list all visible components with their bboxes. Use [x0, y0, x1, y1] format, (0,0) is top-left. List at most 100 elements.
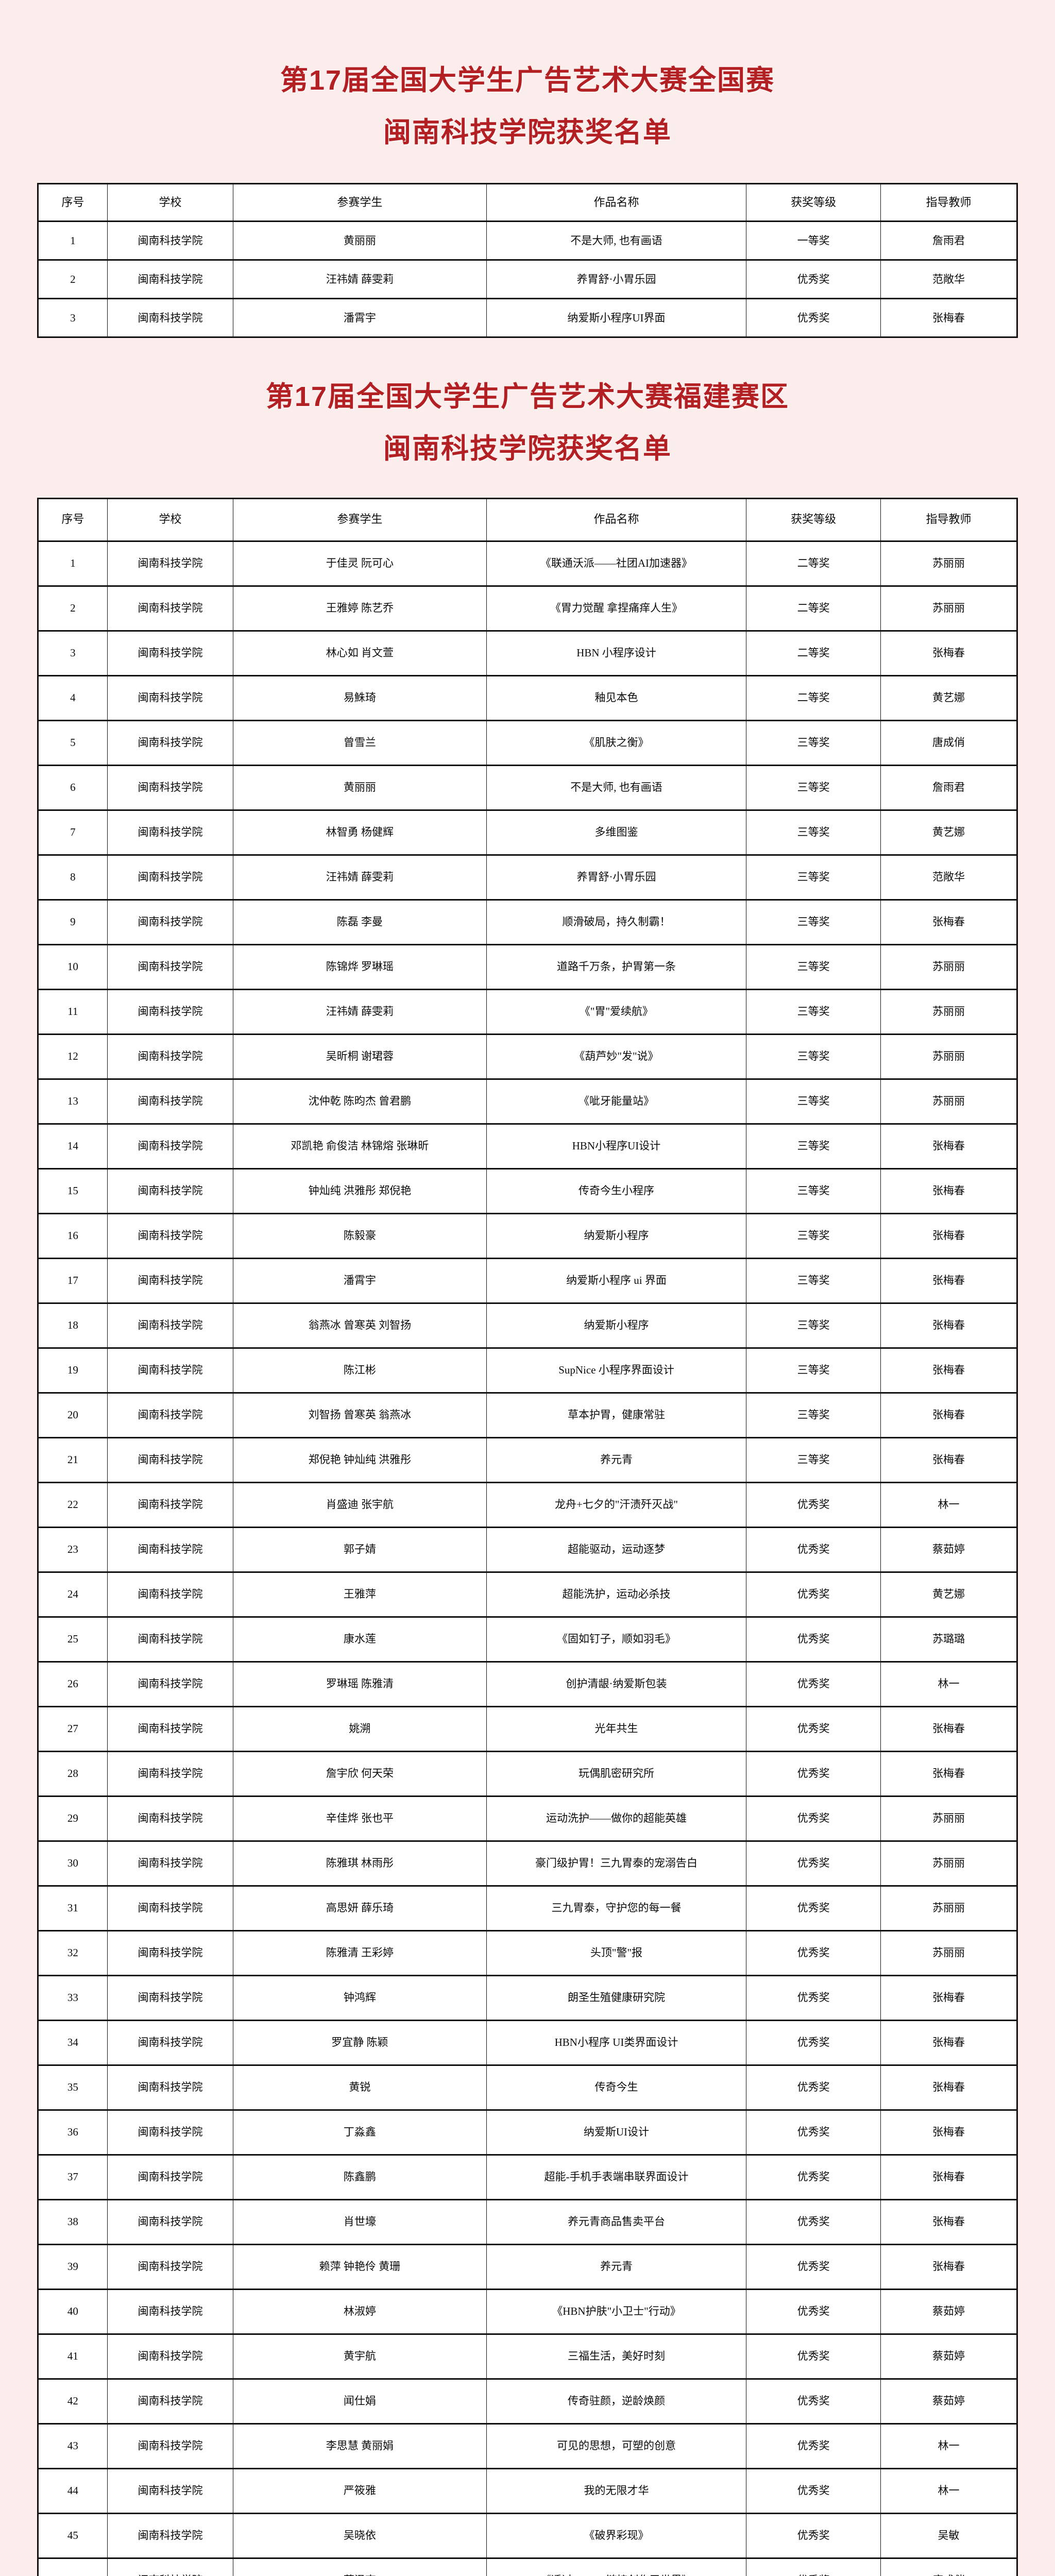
fujian-cell-award: 三等奖 — [746, 1168, 881, 1214]
fujian-cell-seq: 45 — [38, 2513, 108, 2559]
fujian-cell-seq: 37 — [38, 2154, 108, 2200]
fujian-cell-school: 闽南科技学院 — [107, 2154, 234, 2200]
fujian-cell-seq: 25 — [38, 1616, 108, 1663]
fujian-cell-students: 钟灿纯 洪雅彤 郑倪艳 — [233, 1168, 487, 1214]
fujian-cell-teacher: 苏丽丽 — [880, 944, 1018, 990]
fujian-title-line-2: 闽南科技学院获奖名单 — [383, 433, 672, 465]
fujian-cell-school: 闽南科技学院 — [107, 1482, 234, 1528]
table-row: 15 闽南科技学院 钟灿纯 洪雅彤 郑倪艳 传奇今生小程序 三等奖 张梅春 — [38, 1168, 1018, 1214]
table-row: 16 闽南科技学院 陈毅豪 纳爱斯小程序 三等奖 张梅春 — [38, 1213, 1018, 1259]
table-row: 34 闽南科技学院 罗宜静 陈颖 HBN小程序 UI类界面设计 优秀奖 张梅春 — [38, 2020, 1018, 2066]
fujian-cell-work: 养元青 — [486, 2244, 747, 2290]
fujian-cell-school: 闽南科技学院 — [107, 2378, 234, 2425]
fujian-cell-school: 闽南科技学院 — [107, 1840, 234, 1887]
fujian-cell-teacher: 林一 — [880, 1661, 1018, 1707]
fujian-cell-work: HBN小程序 UI类界面设计 — [486, 2020, 747, 2066]
fujian-cell-school: 闽南科技学院 — [107, 899, 234, 945]
fujian-cell-seq: 8 — [38, 854, 108, 901]
fujian-cell-students: 曾雪兰 — [233, 720, 487, 766]
fujian-cell-work: SupNice 小程序界面设计 — [486, 1347, 747, 1394]
table-row: 18 闽南科技学院 翁燕冰 曾寒英 刘智扬 纳爱斯小程序 三等奖 张梅春 — [38, 1302, 1018, 1349]
fujian-cell-award: 优秀奖 — [746, 2468, 881, 2514]
fujian-cell-teacher: 唐成俏 — [880, 2557, 1018, 2576]
fujian-cell-school: 闽南科技学院 — [107, 1392, 234, 1438]
fujian-cell-work: 《"胃"爱续航》 — [486, 989, 747, 1035]
fujian-cell-award: 三等奖 — [746, 1213, 881, 1259]
table-row: 30 闽南科技学院 陈雅琪 林雨彤 豪门级护胃！三九胃泰的宠溺告白 优秀奖 苏丽丽 — [38, 1840, 1018, 1887]
national-cell-students: 黄丽丽 — [233, 221, 487, 261]
fujian-cell-school: 闽南科技学院 — [107, 1168, 234, 1214]
fujian-cell-students: 赖萍 钟艳伶 黄珊 — [233, 2244, 487, 2290]
fujian-cell-teacher: 吴敏 — [880, 2513, 1018, 2559]
fujian-cell-school: 闽南科技学院 — [107, 540, 234, 587]
national-title-line-1: 第17届全国大学生广告艺术大赛全国赛 — [280, 65, 775, 96]
fujian-cell-award: 优秀奖 — [746, 1482, 881, 1528]
national-cell-seq: 3 — [38, 298, 108, 337]
fujian-cell-school: 闽南科技学院 — [107, 585, 234, 632]
fujian-cell-award: 优秀奖 — [746, 2513, 881, 2559]
fujian-cell-students: 罗琳瑶 陈雅清 — [233, 1661, 487, 1707]
fujian-cell-students: 肖盛迪 张宇航 — [233, 1482, 487, 1528]
fujian-cell-teacher: 张梅春 — [880, 899, 1018, 945]
fujian-cell-teacher: 张梅春 — [880, 2244, 1018, 2290]
fujian-cell-award: 优秀奖 — [746, 2378, 881, 2425]
fujian-cell-seq: 15 — [38, 1168, 108, 1214]
fujian-cell-students: 罗宜静 陈颖 — [233, 2020, 487, 2066]
table-row: 17 闽南科技学院 潘霄宇 纳爱斯小程序 ui 界面 三等奖 张梅春 — [38, 1258, 1018, 1304]
table-row: 6 闽南科技学院 黄丽丽 不是大师, 也有画语 三等奖 詹雨君 — [38, 765, 1018, 811]
table-row: 25 闽南科技学院 康水莲 《固如钉子，顺如羽毛》 优秀奖 苏璐璐 — [38, 1616, 1018, 1663]
fujian-cell-school: 闽南科技学院 — [107, 1302, 234, 1349]
fujian-cell-award: 优秀奖 — [746, 2020, 881, 2066]
fujian-cell-students: 王雅萍 — [233, 1571, 487, 1618]
fujian-cell-award: 三等奖 — [746, 809, 881, 856]
fujian-cell-award: 三等奖 — [746, 854, 881, 901]
fujian-cell-work: 豪门级护胃！三九胃泰的宠溺告白 — [486, 1840, 747, 1887]
fujian-cell-school: 闽南科技学院 — [107, 854, 234, 901]
fujian-cell-seq: 40 — [38, 2289, 108, 2335]
fujian-cell-work: HBN 小程序设计 — [486, 630, 747, 676]
fujian-cell-school: 闽南科技学院 — [107, 1616, 234, 1663]
fujian-cell-work: 纳爱斯小程序 — [486, 1302, 747, 1349]
fujian-cell-award: 三等奖 — [746, 765, 881, 811]
national-col-header-school: 学校 — [107, 183, 234, 223]
fujian-cell-seq: 1 — [38, 540, 108, 587]
fujian-cell-work: 《固如钉子，顺如羽毛》 — [486, 1616, 747, 1663]
fujian-cell-seq: 18 — [38, 1302, 108, 1349]
fujian-cell-students: 林智勇 杨健辉 — [233, 809, 487, 856]
fujian-cell-teacher: 张梅春 — [880, 1437, 1018, 1483]
fujian-cell-seq: 22 — [38, 1482, 108, 1528]
fujian-cell-teacher: 黄艺娜 — [880, 675, 1018, 721]
fujian-cell-award: 优秀奖 — [746, 2557, 881, 2576]
fujian-cell-award: 优秀奖 — [746, 1930, 881, 1976]
fujian-cell-students: 钟鸿辉 — [233, 1975, 487, 2021]
national-cell-work: 不是大师, 也有画语 — [486, 221, 747, 261]
fujian-cell-seq: 16 — [38, 1213, 108, 1259]
table-row: 45 闽南科技学院 吴晓依 《破界彩现》 优秀奖 吴敏 — [38, 2513, 1018, 2559]
table-row: 22 闽南科技学院 肖盛迪 张宇航 龙舟+七夕的"汗渍歼灭战" 优秀奖 林一 — [38, 1482, 1018, 1528]
fujian-cell-work: 《破界彩现》 — [486, 2513, 747, 2559]
fujian-cell-students: 黄锐 — [233, 2064, 487, 2111]
fujian-cell-students: 陈江彬 — [233, 1347, 487, 1394]
national-cell-school: 闽南科技学院 — [107, 298, 234, 337]
fujian-cell-seq: 27 — [38, 1706, 108, 1752]
fujian-cell-teacher: 苏丽丽 — [880, 1033, 1018, 1080]
fujian-cell-teacher: 林一 — [880, 2468, 1018, 2514]
fujian-cell-award: 三等奖 — [746, 1033, 881, 1080]
fujian-cell-award: 三等奖 — [746, 944, 881, 990]
fujian-cell-work: 超能洗护，运动必杀技 — [486, 1571, 747, 1618]
fujian-col-header-seq: 序号 — [38, 498, 108, 542]
fujian-cell-teacher: 林一 — [880, 1482, 1018, 1528]
fujian-cell-school: 闽南科技学院 — [107, 2289, 234, 2335]
fujian-cell-students: 汪祎婧 薛雯莉 — [233, 854, 487, 901]
table-row: 4 闽南科技学院 易鮢琦 釉见本色 二等奖 黄艺娜 — [38, 675, 1018, 721]
fujian-cell-seq: 14 — [38, 1123, 108, 1170]
fujian-cell-school: 闽南科技学院 — [107, 2064, 234, 2111]
fujian-cell-teacher: 苏丽丽 — [880, 1795, 1018, 1842]
fujian-cell-seq: 44 — [38, 2468, 108, 2514]
fujian-cell-school: 闽南科技学院 — [107, 2199, 234, 2245]
fujian-cell-students: 闻仕娟 — [233, 2378, 487, 2425]
fujian-cell-teacher: 苏丽丽 — [880, 540, 1018, 587]
national-cell-work: 纳爱斯小程序UI界面 — [486, 298, 747, 337]
fujian-cell-award: 优秀奖 — [746, 1571, 881, 1618]
